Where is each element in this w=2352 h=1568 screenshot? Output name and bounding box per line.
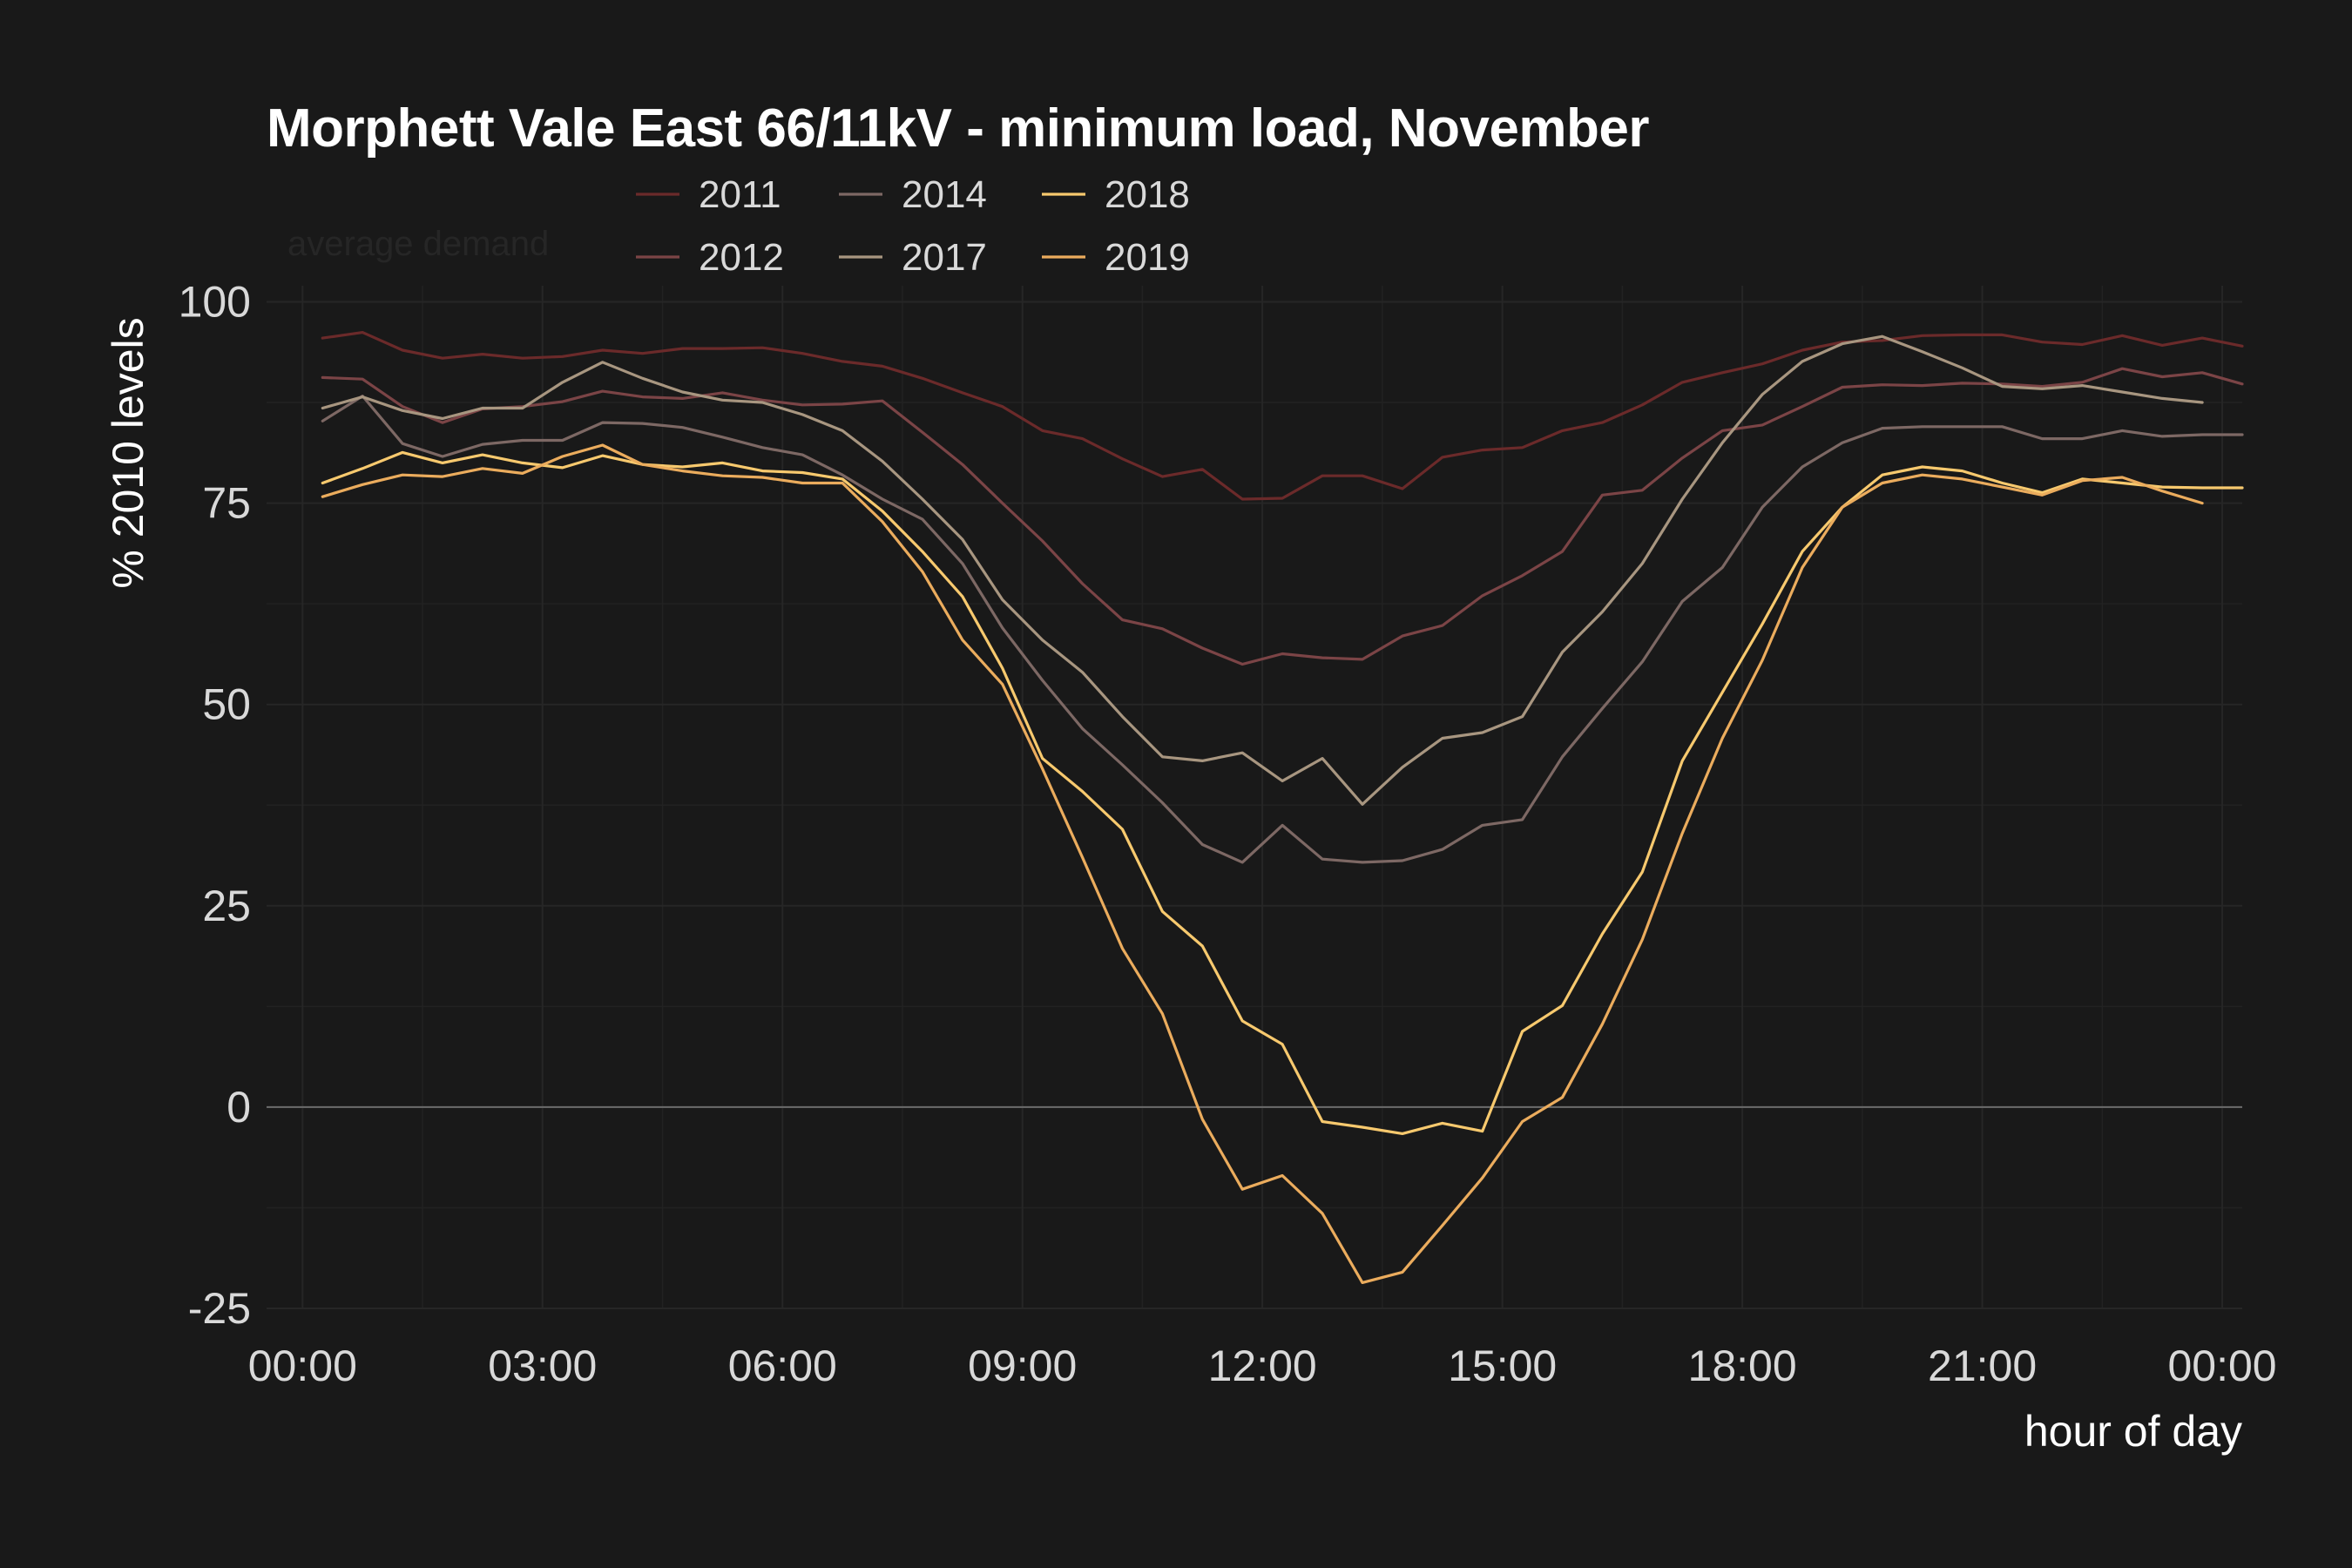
y-tick-label: -25 bbox=[188, 1284, 251, 1333]
x-tick-label: 18:00 bbox=[1688, 1342, 1797, 1390]
y-tick-label: 0 bbox=[226, 1083, 251, 1132]
x-tick-label: 00:00 bbox=[2167, 1342, 2276, 1390]
chart-subtitle: average demand bbox=[287, 225, 550, 263]
minor-gridlines bbox=[267, 286, 2242, 1308]
y-tick-label: 75 bbox=[202, 479, 251, 528]
series-line-2011 bbox=[321, 331, 2244, 501]
legend-label-2014: 2014 bbox=[902, 173, 987, 216]
x-tick-label: 15:00 bbox=[1448, 1342, 1557, 1390]
x-tick-label: 06:00 bbox=[728, 1342, 837, 1390]
x-axis-label: hour of day bbox=[2024, 1407, 2242, 1456]
legend-label-2011: 2011 bbox=[699, 173, 781, 216]
legend-label-2017: 2017 bbox=[902, 236, 987, 279]
x-tick-label: 09:00 bbox=[968, 1342, 1077, 1390]
legend: 2011 2012 2014 2017 2018 2019 bbox=[636, 173, 1190, 279]
series-lines bbox=[321, 331, 2244, 1285]
x-tick-labels: 00:00 03:00 06:00 09:00 12:00 15:00 18:00 21:00… bbox=[248, 1342, 2277, 1390]
series-line-2019 bbox=[321, 443, 2204, 1285]
series-line-2018 bbox=[321, 450, 2244, 1136]
legend-label-2012: 2012 bbox=[699, 236, 784, 279]
x-tick-label: 12:00 bbox=[1208, 1342, 1317, 1390]
y-tick-labels: 100 75 50 25 0 -25 bbox=[179, 277, 251, 1333]
series-line-2017 bbox=[321, 335, 2204, 806]
x-tick-label: 00:00 bbox=[248, 1342, 357, 1390]
y-tick-label: 100 bbox=[179, 277, 251, 326]
y-tick-label: 25 bbox=[202, 882, 251, 930]
y-tick-label: 50 bbox=[202, 680, 251, 729]
x-tick-label: 03:00 bbox=[488, 1342, 597, 1390]
legend-label-2019: 2019 bbox=[1105, 236, 1190, 279]
x-tick-label: 21:00 bbox=[1928, 1342, 2037, 1390]
y-axis-label: % 2010 levels bbox=[104, 317, 152, 588]
series-line-2012 bbox=[321, 367, 2244, 666]
series-line-2014 bbox=[321, 395, 2244, 864]
legend-label-2018: 2018 bbox=[1105, 173, 1190, 216]
chart-title: Morphett Vale East 66/11kV - minimum loa… bbox=[267, 98, 1650, 159]
